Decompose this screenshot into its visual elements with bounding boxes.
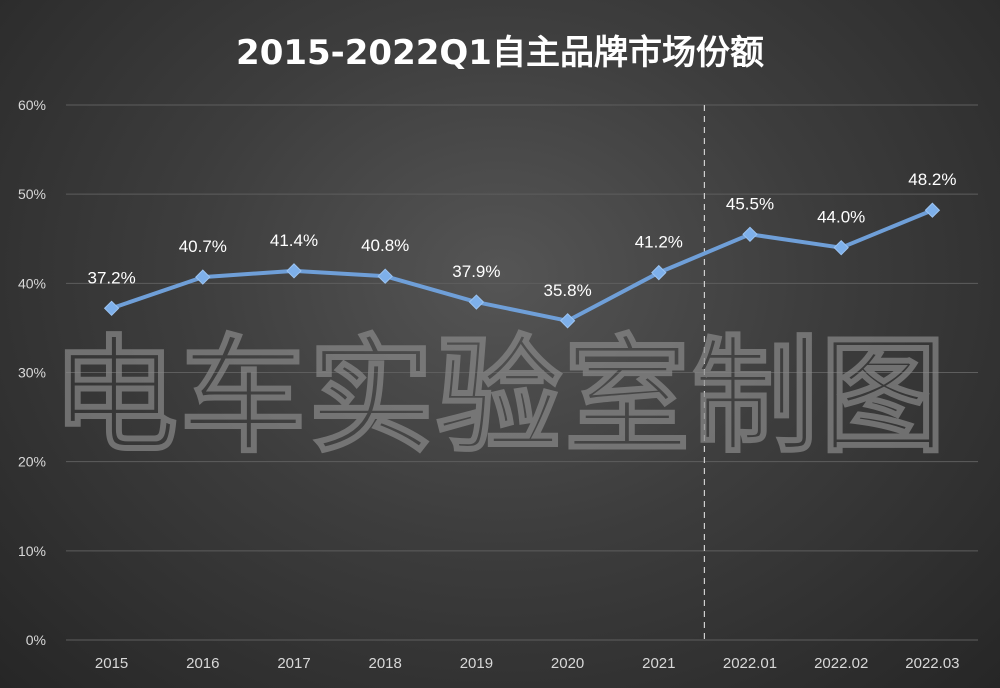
data-label: 37.2%: [87, 268, 135, 287]
x-tick-label: 2022.03: [905, 655, 959, 672]
series-line: [109, 208, 935, 323]
x-tick-label: 2016: [186, 655, 219, 672]
y-tick-label: 20%: [18, 454, 46, 470]
watermark: 电车实验室制图: [52, 323, 948, 470]
data-point: [742, 226, 758, 242]
x-tick-label: 2022.01: [723, 655, 777, 672]
data-point: [559, 313, 576, 329]
data-label: 48.2%: [908, 170, 956, 189]
x-tick-label: 2021: [642, 655, 675, 672]
y-tick-label: 0%: [26, 632, 46, 648]
y-tick-label: 10%: [18, 543, 46, 559]
data-label: 41.4%: [270, 231, 318, 250]
chart-title: 2015-2022Q1自主品牌市场份额: [236, 33, 764, 73]
data-point: [468, 294, 485, 310]
data-point: [286, 263, 302, 279]
data-label: 40.7%: [179, 237, 227, 256]
data-point: [651, 264, 667, 281]
data-point: [833, 239, 849, 256]
data-point: [103, 300, 120, 317]
data-point: [924, 202, 941, 218]
x-tick-label: 2022.02: [814, 655, 868, 672]
y-tick-label: 50%: [18, 186, 46, 202]
data-label: 40.8%: [361, 236, 409, 255]
x-tick-label: 2019: [460, 655, 493, 672]
x-tick-label: 2015: [95, 655, 128, 672]
data-label: 37.9%: [452, 262, 500, 281]
x-tick-label: 2017: [277, 655, 310, 672]
data-point: [377, 268, 393, 284]
data-label: 45.5%: [726, 194, 774, 213]
data-label: 41.2%: [635, 233, 683, 252]
x-tick-label: 2018: [369, 655, 402, 672]
x-tick-label: 2020: [551, 655, 584, 672]
y-tick-label: 40%: [18, 275, 46, 291]
y-tick-label: 30%: [18, 365, 46, 381]
y-tick-label: 60%: [18, 97, 46, 113]
data-point: [195, 269, 211, 285]
data-label: 35.8%: [543, 281, 591, 300]
data-label: 44.0%: [817, 208, 865, 227]
